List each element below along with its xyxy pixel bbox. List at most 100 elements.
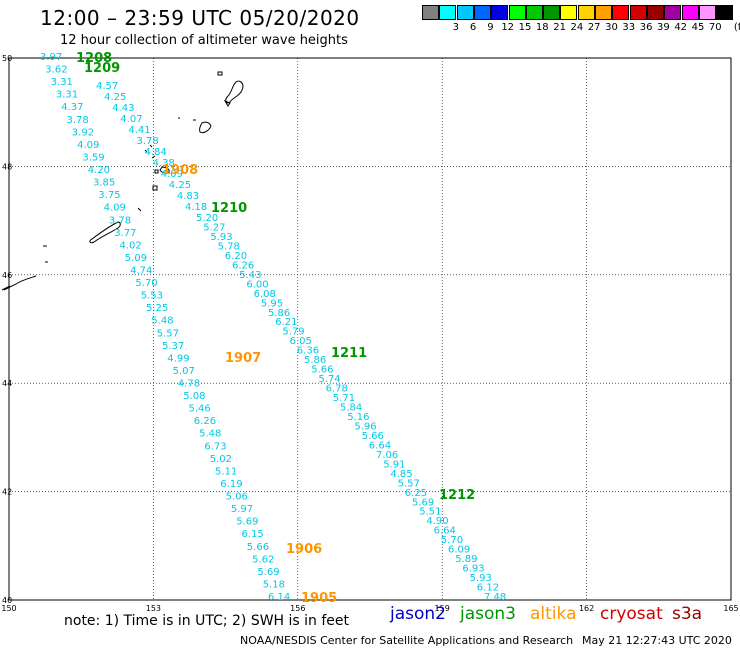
legend-label: 33 xyxy=(622,22,636,33)
swh-value: 4.07 xyxy=(120,114,142,125)
islands xyxy=(1,71,244,291)
legend-label: 6 xyxy=(469,22,477,33)
swh-value: 5.20 xyxy=(196,213,218,224)
legend-swatch xyxy=(629,5,647,20)
swh-value: 3.75 xyxy=(98,190,120,201)
swh-value: 4.83 xyxy=(177,191,199,202)
satellite-s3a-label: s3a xyxy=(672,604,703,624)
legend-label: 36 xyxy=(639,22,653,33)
pass-label: 1210 xyxy=(211,201,247,216)
swh-value: 6.26 xyxy=(232,260,254,271)
legend-swatch xyxy=(543,5,561,20)
swh-value: 5.57 xyxy=(398,478,420,489)
swh-value: 6.12 xyxy=(477,583,499,594)
lon-tick-label: 165 xyxy=(723,604,738,613)
axis-tick-labels: 150 153 156 159 162 165 40 42 44 46 48 50 xyxy=(1,54,738,613)
swh-value: 5.84 xyxy=(340,403,362,414)
legend-swatch xyxy=(422,5,439,20)
map-frame xyxy=(8,57,732,601)
swh-value: 6.73 xyxy=(204,441,226,452)
swh-value: 4.38 xyxy=(153,158,175,169)
swh-value: 4.43 xyxy=(112,103,134,114)
swh-values: 3.973.623.313.314.373.783.924.093.594.20… xyxy=(40,52,506,603)
pass-label: 1905 xyxy=(301,591,337,606)
legend-swatch xyxy=(508,5,526,20)
lat-tick-label: 42 xyxy=(2,488,12,497)
swh-value: 4.20 xyxy=(88,165,110,176)
swh-value: 3.31 xyxy=(56,90,78,101)
swh-value: 3.85 xyxy=(93,178,115,189)
swh-value: 6.26 xyxy=(194,416,216,427)
swh-value: 5.78 xyxy=(218,241,240,252)
swh-value: 5.37 xyxy=(162,341,184,352)
swh-value: 3.77 xyxy=(114,228,136,239)
lon-tick-label: 150 xyxy=(1,604,16,613)
chart-title: 12:00 – 23:59 UTC 05/20/2020 xyxy=(40,6,360,30)
swh-value: 5.48 xyxy=(151,316,173,327)
swh-value: 5.25 xyxy=(146,303,168,314)
swh-value: 6.21 xyxy=(275,317,297,328)
swh-value: 6.64 xyxy=(434,526,456,537)
swh-value: 5.51 xyxy=(419,507,441,518)
generated-timestamp: May 21 12:27:43 UTC 2020 xyxy=(582,634,732,647)
swh-value: 6.25 xyxy=(405,488,427,499)
pass-label: 1907 xyxy=(225,351,261,366)
legend-swatch xyxy=(473,5,491,20)
legend-label: 70 xyxy=(708,22,722,33)
chart-subtitle: 12 hour collection of altimeter wave hei… xyxy=(60,33,348,48)
swh-value: 5.74 xyxy=(318,374,340,385)
swh-value: 5.91 xyxy=(383,459,405,470)
swh-value: 5.93 xyxy=(470,573,492,584)
legend-label: 30 xyxy=(605,22,618,33)
swh-value: 5.53 xyxy=(141,291,163,302)
swh-value: 6.36 xyxy=(297,346,319,357)
legend-swatch xyxy=(577,5,595,20)
swh-value: 4.25 xyxy=(104,92,126,103)
swh-value: 4.99 xyxy=(167,353,189,364)
swh-value: 5.69 xyxy=(412,497,434,508)
swh-value: 5.79 xyxy=(282,327,304,338)
legend-swatch xyxy=(595,5,612,20)
swh-value: 4.85 xyxy=(390,469,412,480)
legend-label: 18 xyxy=(535,22,549,33)
swh-value: 5.69 xyxy=(257,567,279,578)
legend-swatch xyxy=(456,5,474,20)
swh-value: 4.74 xyxy=(130,266,152,277)
lat-tick-label: 46 xyxy=(2,271,12,280)
swh-value: 4.25 xyxy=(169,180,191,191)
swh-value: 5.27 xyxy=(203,223,225,234)
pass-label: 1208 xyxy=(76,51,112,66)
legend-label: 45 xyxy=(691,22,705,33)
satellite-altika-label: altika xyxy=(530,604,577,624)
legend-label: 27 xyxy=(587,22,601,33)
swh-value: 5.18 xyxy=(263,579,285,590)
swh-value: 6.78 xyxy=(326,384,348,395)
lat-tick-label: 44 xyxy=(2,379,12,388)
lon-tick-label: 159 xyxy=(435,604,450,613)
lon-tick-label: 162 xyxy=(579,604,594,613)
pass-label: 1212 xyxy=(439,488,475,503)
swh-value: 5.16 xyxy=(347,412,369,423)
legend-swatch xyxy=(646,5,664,20)
swh-value: 4.84 xyxy=(145,147,167,158)
swh-value: 5.06 xyxy=(226,492,248,503)
lat-tick-label: 48 xyxy=(2,162,12,171)
swh-value: 6.20 xyxy=(225,251,247,262)
swh-value: 5.96 xyxy=(354,422,376,433)
swh-value: 3.92 xyxy=(72,127,94,138)
legend-unit: (ft) xyxy=(733,22,740,33)
swh-value: 5.11 xyxy=(215,466,237,477)
swh-value: 4.57 xyxy=(96,81,118,92)
swh-value: 5.66 xyxy=(311,365,333,376)
legend-label: 15 xyxy=(518,22,532,33)
swh-value: 3.62 xyxy=(45,65,67,76)
pass-label: 1908 xyxy=(162,163,198,178)
satellite-jason2-label: jason2 xyxy=(390,604,446,624)
legend-swatch xyxy=(491,5,509,20)
legend-label: 39 xyxy=(657,22,670,33)
swh-value: 5.97 xyxy=(231,504,253,515)
legend-label: 9 xyxy=(487,22,494,33)
swh-value: 6.08 xyxy=(254,289,276,300)
